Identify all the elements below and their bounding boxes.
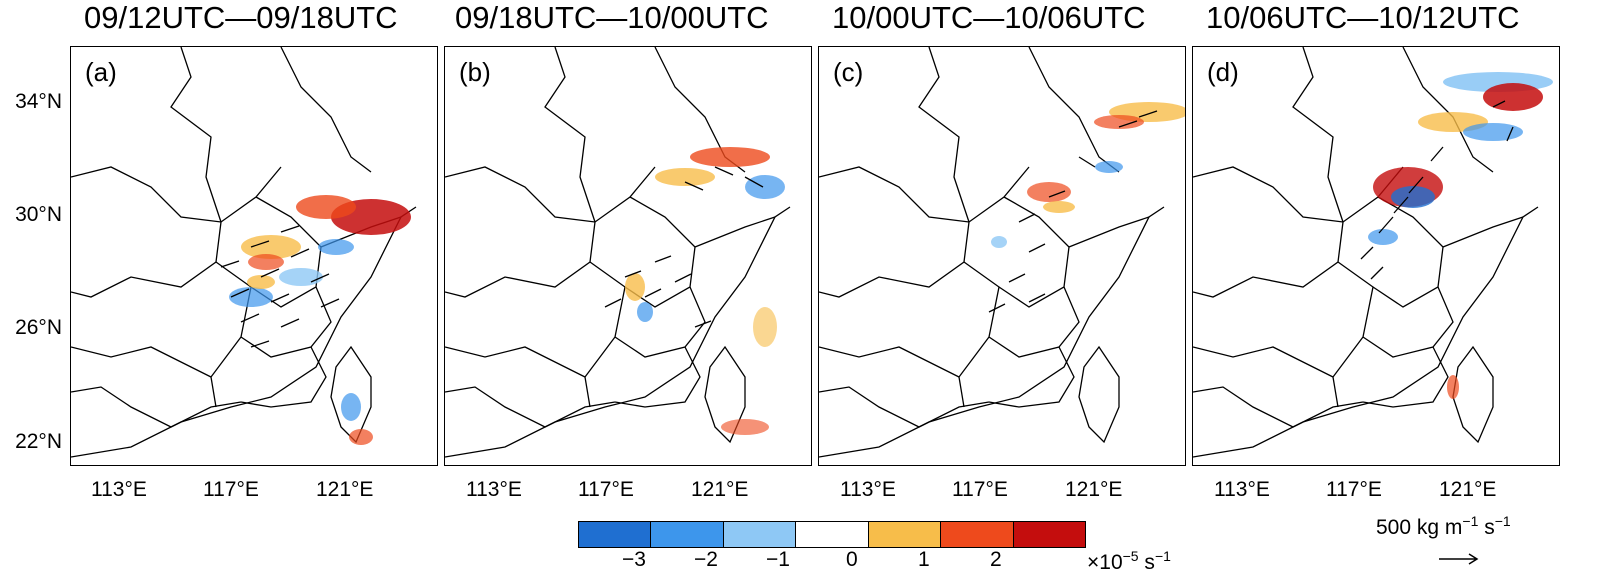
colorbar-bin-1 <box>579 522 652 547</box>
panel-label-a: (a) <box>85 57 117 87</box>
colorbar-tick-1: 1 <box>918 548 930 571</box>
lon-label-d-113e: 113°E <box>1214 478 1270 501</box>
colorbar-bin-2 <box>651 522 724 547</box>
lon-label-d-117e: 117°E <box>1326 478 1382 501</box>
panel-label-c: (c) <box>833 57 864 87</box>
colorbar-tick-neg1: −1 <box>766 548 790 571</box>
colorbar-bin-7 <box>1013 522 1085 547</box>
map-panel-a: (a) <box>70 46 438 466</box>
map-canvas-a <box>71 47 417 458</box>
lon-label-c-113e: 113°E <box>840 478 896 501</box>
panel-title-b: 09/18UTC—10/00UTC <box>455 0 769 35</box>
lon-label-b-121e: 121°E <box>691 478 749 501</box>
colorbar-tick-neg2: −2 <box>694 548 718 571</box>
panel-title-a: 09/12UTC—09/18UTC <box>84 0 398 35</box>
lon-label-a-117e: 117°E <box>203 478 259 501</box>
colorbar <box>578 521 1086 548</box>
colorbar-tick-neg3: −3 <box>622 548 646 571</box>
panel-title-c: 10/00UTC—10/06UTC <box>832 0 1146 35</box>
lon-label-a-113e: 113°E <box>91 478 147 501</box>
lon-label-b-113e: 113°E <box>466 478 522 501</box>
panel-label-b: (b) <box>459 57 491 87</box>
map-panel-c: (c) <box>818 46 1186 466</box>
colorbar-bin-3 <box>723 522 797 547</box>
lon-label-a-121e: 121°E <box>316 478 374 501</box>
lat-label-22n: 22°N <box>15 430 62 453</box>
colorbar-bin-6 <box>941 522 1014 547</box>
map-canvas-d <box>1193 47 1553 458</box>
colorbar-tick-0: 0 <box>846 548 858 571</box>
lat-label-26n: 26°N <box>15 316 62 339</box>
colorbar-bin-5 <box>868 522 942 547</box>
panel-label-d: (d) <box>1207 57 1239 87</box>
reference-vector-arrow-icon <box>1439 553 1479 565</box>
lon-label-b-117e: 117°E <box>578 478 634 501</box>
lon-label-c-117e: 117°E <box>952 478 1008 501</box>
colorbar-bin-4 <box>796 522 869 547</box>
map-panel-b: (b) <box>444 46 812 466</box>
colorbar-tick-2: 2 <box>990 548 1002 571</box>
map-canvas-c <box>819 47 1185 458</box>
lon-label-d-121e: 121°E <box>1439 478 1497 501</box>
lat-label-34n: 34°N <box>15 90 62 113</box>
lat-label-30n: 30°N <box>15 203 62 226</box>
lon-label-c-121e: 121°E <box>1065 478 1123 501</box>
map-canvas-b <box>445 47 791 458</box>
panel-title-d: 10/06UTC—10/12UTC <box>1206 0 1520 35</box>
colorbar-unit: ×10−5 s−1 <box>1087 548 1171 574</box>
reference-vector-label: 500 kg m−1 s−1 <box>1376 513 1511 539</box>
map-panel-d: (d) <box>1192 46 1560 466</box>
